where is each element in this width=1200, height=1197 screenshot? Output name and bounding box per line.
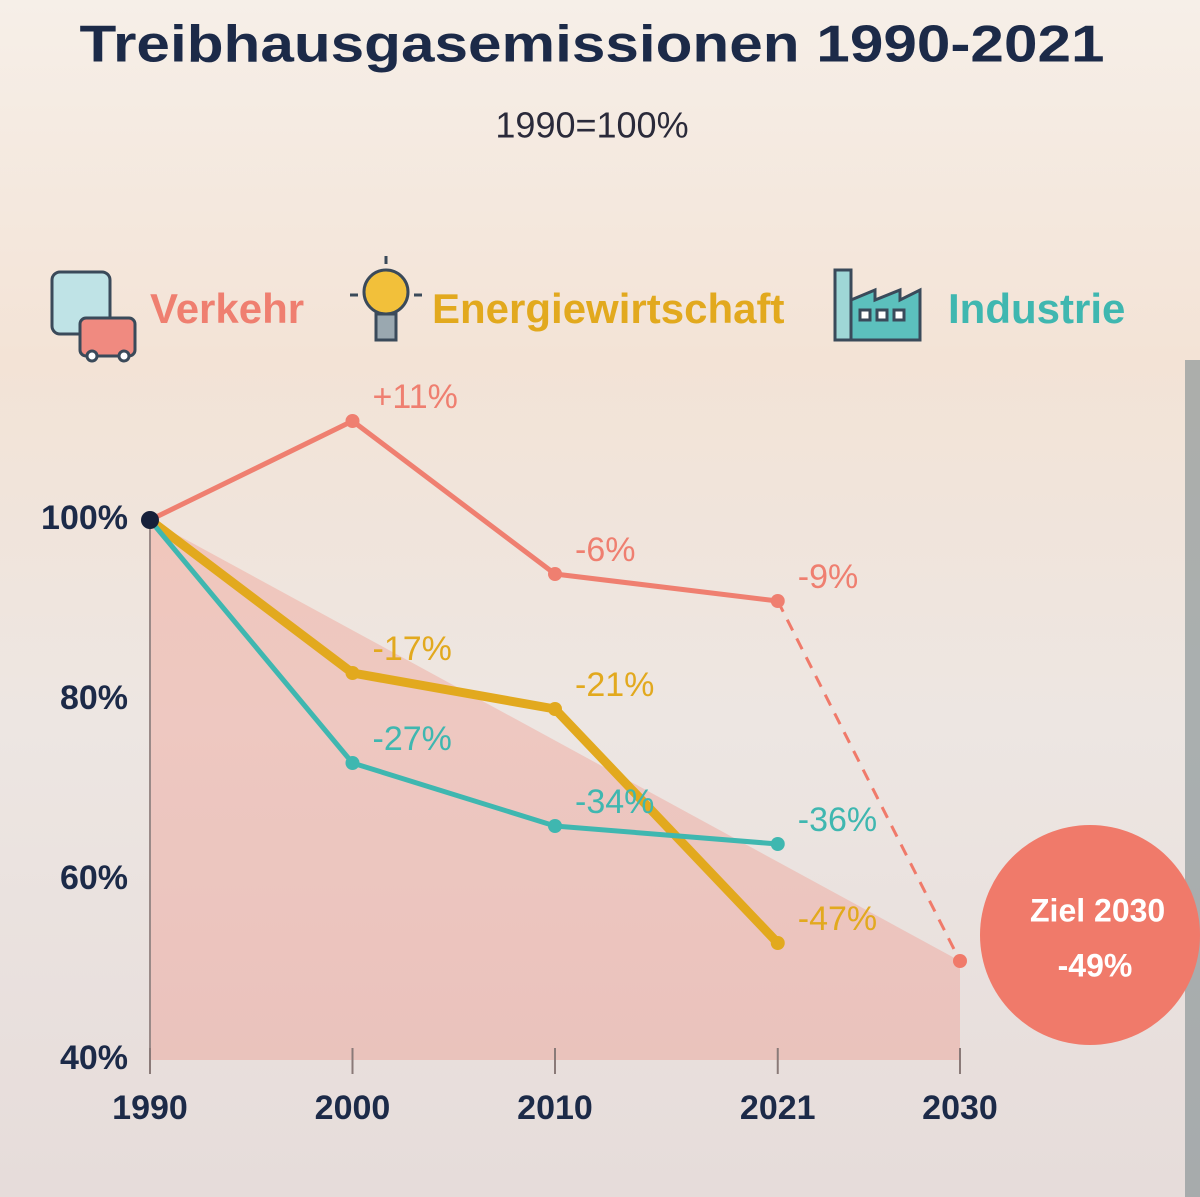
x-tick-label: 1990 xyxy=(112,1089,188,1127)
y-tick-label: 40% xyxy=(60,1039,128,1077)
legend-label: Verkehr xyxy=(150,285,304,332)
y-tick-label: 80% xyxy=(60,679,128,717)
y-tick-label: 100% xyxy=(41,499,128,537)
icon-bulb xyxy=(350,256,422,342)
data-point xyxy=(548,819,562,833)
data-point xyxy=(345,414,360,428)
data-point xyxy=(770,936,785,950)
data-label: -27% xyxy=(373,720,452,758)
target-value-label: -49% xyxy=(1058,947,1133,983)
data-label: -34% xyxy=(575,783,654,821)
legend-label: Energiewirtschaft xyxy=(432,285,784,332)
icon-transport xyxy=(50,270,137,363)
icon-factory xyxy=(833,268,922,342)
start-point xyxy=(141,511,159,529)
data-label: +11% xyxy=(373,378,458,416)
chart-title: Treibhausgasemissionen 1990-2021 xyxy=(80,16,1105,74)
data-point xyxy=(770,837,785,851)
data-point xyxy=(345,756,360,770)
target-line xyxy=(776,600,962,962)
data-label: -6% xyxy=(575,531,635,569)
target-label: Ziel 2030 xyxy=(1030,892,1165,928)
data-label: -21% xyxy=(575,666,654,704)
legend-label: Industrie xyxy=(948,285,1125,332)
data-label: -9% xyxy=(798,558,858,596)
x-tick-label: 2021 xyxy=(740,1089,816,1127)
x-tick-label: 2000 xyxy=(315,1089,391,1127)
data-label: -36% xyxy=(798,801,877,839)
background-edge xyxy=(1185,360,1200,1197)
data-point xyxy=(345,666,360,680)
chart-subtitle: 1990=100% xyxy=(495,105,688,146)
data-point xyxy=(548,567,562,581)
data-label: -47% xyxy=(798,900,877,938)
y-tick-label: 60% xyxy=(60,859,128,897)
target-bubble xyxy=(980,825,1200,1045)
series-line xyxy=(147,516,782,947)
series-line xyxy=(148,418,779,604)
data-point xyxy=(548,702,562,716)
data-point xyxy=(770,594,785,608)
target-point xyxy=(953,954,967,968)
x-tick-label: 2010 xyxy=(517,1089,593,1127)
x-tick-label: 2030 xyxy=(922,1089,998,1127)
data-label: -17% xyxy=(373,630,452,668)
series-line xyxy=(148,518,778,847)
